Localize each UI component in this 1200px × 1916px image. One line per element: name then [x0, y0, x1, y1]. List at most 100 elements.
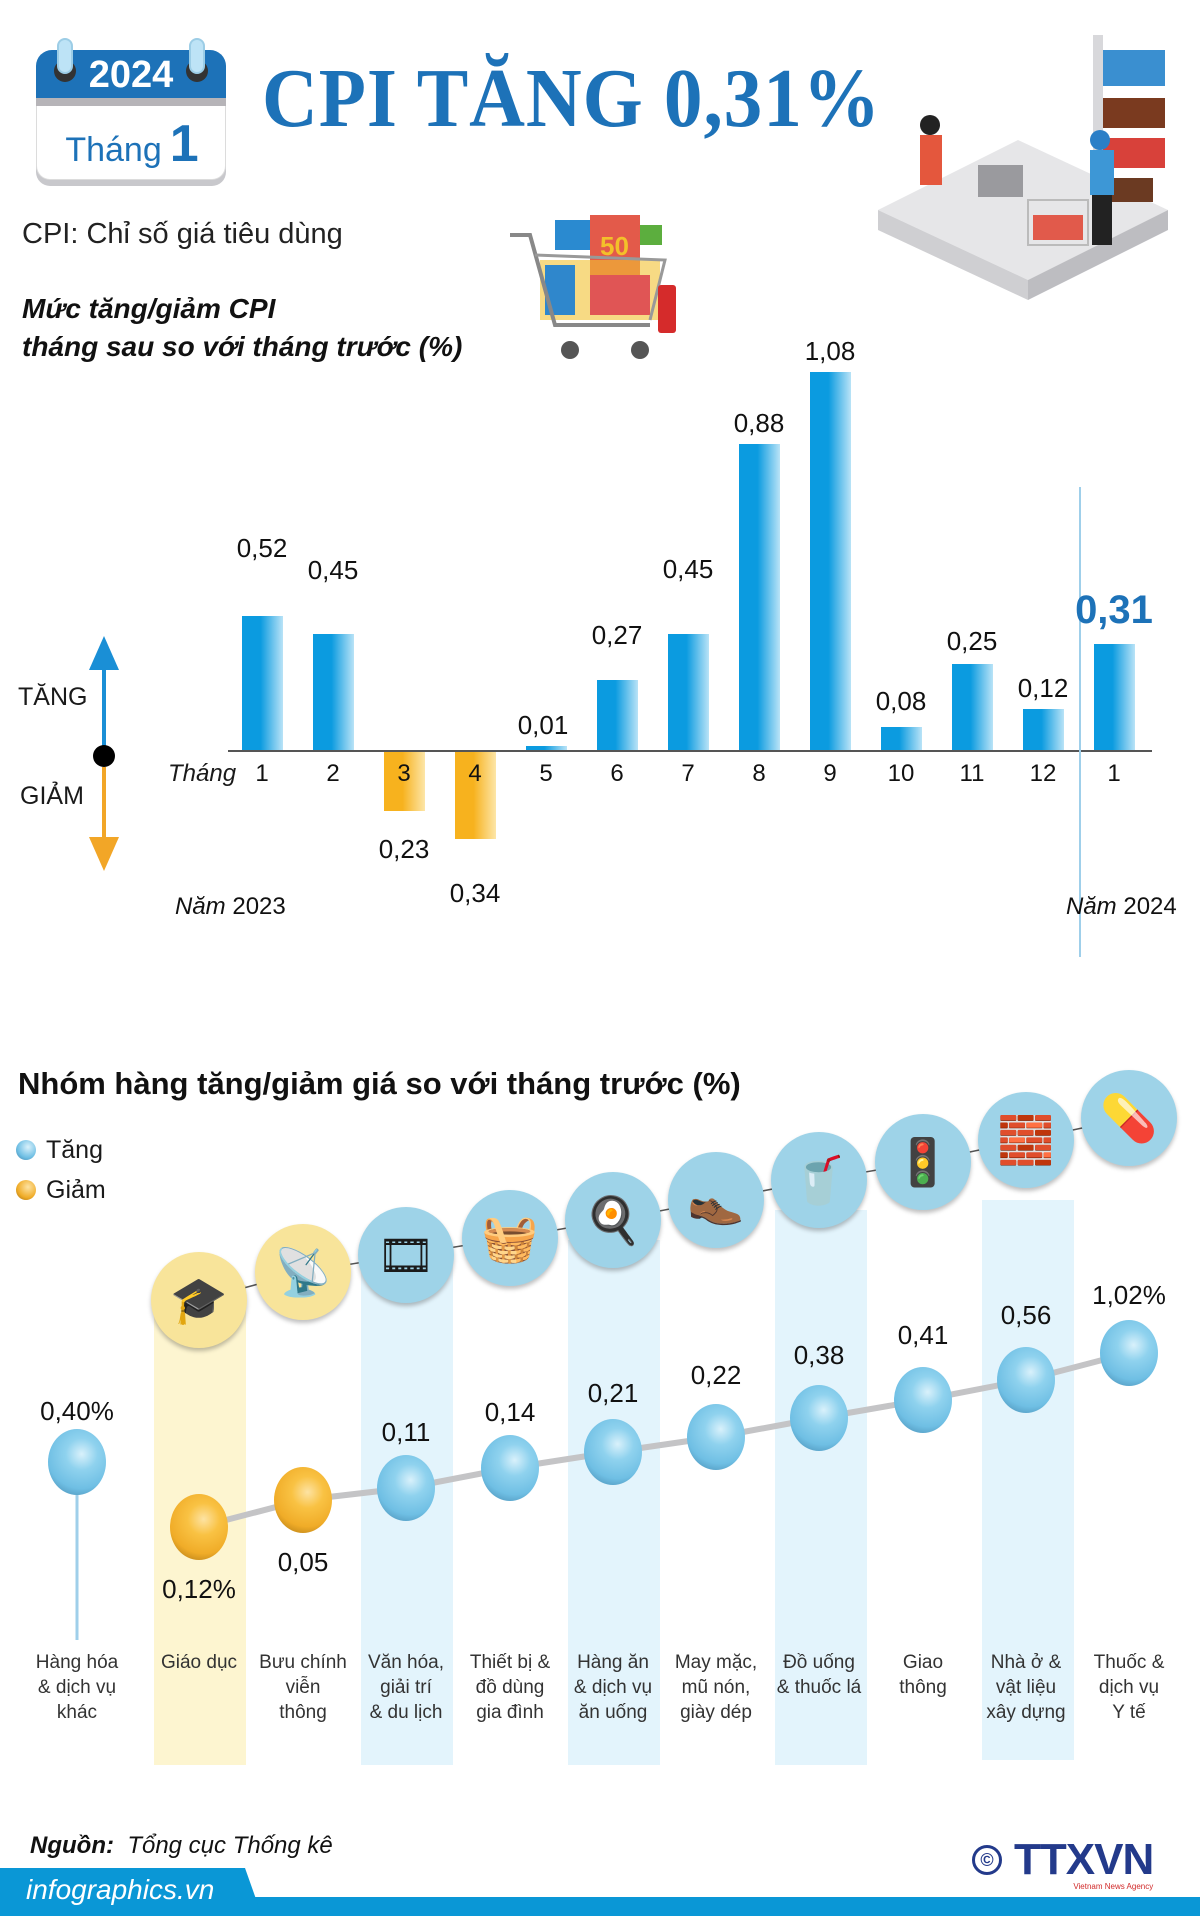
svg-text:50: 50: [600, 231, 629, 261]
month-label: 4: [468, 760, 482, 787]
logo-subtitle: Vietnam News Agency: [1073, 1882, 1154, 1891]
month-axis-prefix: Tháng: [168, 760, 237, 787]
year-2024-label: Năm 2024: [1066, 893, 1177, 921]
group-value: 0,14: [484, 1397, 536, 1427]
footer-tab: [0, 1868, 262, 1916]
washing-machine-icon: 🧺: [462, 1190, 558, 1286]
bar-value: 0,34: [449, 878, 501, 908]
logo-wordmark: TTXVN Vietnam News Agency: [1014, 1838, 1154, 1892]
label-line: dịch vụ: [1098, 1677, 1160, 1698]
bar-chart-title-line1: Mức tăng/giảm CPI: [22, 293, 276, 324]
calendar-band: [36, 98, 226, 106]
sphere-housing: [997, 1347, 1055, 1413]
group-value: 0,41: [897, 1320, 949, 1350]
group-value: 0,05: [277, 1547, 329, 1577]
category-label-other-goods: Hàng hóa & dịch vụ khác: [18, 1650, 136, 1725]
category-label-drinks: Đồ uống & thuốc lá: [760, 1650, 878, 1700]
month-label: 2: [326, 760, 340, 787]
group-value: 0,22: [690, 1360, 742, 1390]
month-label: 12: [1029, 760, 1057, 787]
legend: Tăng Giảm: [16, 1130, 106, 1210]
month-label: 1: [255, 760, 269, 787]
bar-value: 0,27: [591, 620, 643, 650]
calendar-badge: 2024 Tháng 1: [36, 38, 226, 188]
label-line: Giáo dục: [160, 1652, 238, 1673]
bar-value: 1,08: [804, 336, 856, 366]
label-line: vật liệu: [995, 1677, 1057, 1698]
legend-label: Giảm: [46, 1175, 106, 1204]
label-line: Giao: [902, 1652, 944, 1673]
bar-value-highlight: 0,31: [1075, 588, 1153, 632]
month-label: 6: [610, 760, 624, 787]
label-line: xây dựng: [986, 1702, 1066, 1723]
sphere-food: [584, 1419, 642, 1485]
axis-decrease-label: GIẢM: [20, 782, 84, 810]
bar-value: 0,12: [1017, 673, 1069, 703]
clothing-shoes-icon: 👞: [668, 1152, 764, 1248]
category-label-transport: Giao thông: [864, 1650, 982, 1700]
category-label-medicine: Thuốc & dịch vụ Y tế: [1070, 1650, 1188, 1725]
subtitle-cpi-definition: CPI: Chỉ số giá tiêu dùng: [22, 218, 343, 250]
bar-value: 0,25: [946, 626, 998, 656]
category-label-clothing: May mặc, mũ nón, giày dép: [657, 1650, 775, 1725]
legend-decrease-dot-icon: [16, 1180, 36, 1200]
month-label: 8: [752, 760, 766, 787]
legend-increase-dot-icon: [16, 1140, 36, 1160]
label-line: Thuốc &: [1093, 1652, 1165, 1673]
calendar-month-number: 1: [169, 115, 199, 173]
shopping-cart-illustration: 50: [510, 215, 676, 359]
meal-plate-icon: 🍳: [565, 1172, 661, 1268]
bar-value: 0,52: [236, 533, 288, 563]
label-line: mũ nón,: [681, 1677, 751, 1698]
bar-2023-05: [526, 746, 567, 750]
supermarket-checkout-illustration: [878, 35, 1168, 300]
copyright-icon: ©: [972, 1845, 1002, 1875]
film-reel-icon: 🎞: [358, 1207, 454, 1303]
graduation-cap-icon: 🎓: [151, 1252, 247, 1348]
month-label: 10: [887, 760, 915, 787]
month-label: 9: [823, 760, 837, 787]
site-link[interactable]: infographics.vn: [26, 1874, 215, 1905]
arrow-up-icon: [102, 646, 106, 756]
drink-cigarettes-icon: 🥤: [771, 1132, 867, 1228]
group-value: 0,11: [381, 1417, 431, 1447]
bar-value: 0,01: [517, 710, 569, 740]
bricks-helmet-icon: 🧱: [978, 1092, 1074, 1188]
bar-2023-04: [455, 752, 496, 839]
footer-bar: [0, 1897, 1200, 1916]
group-value: 0,21: [587, 1378, 639, 1408]
bar-2023-02: [313, 634, 354, 750]
bar-2023-08: [739, 444, 780, 750]
bar-value: 0,45: [662, 554, 714, 584]
label-line: Y tế: [1112, 1702, 1146, 1723]
bar-2023-06: [597, 680, 638, 750]
month-label: 1: [1107, 760, 1121, 787]
sphere-transport: [894, 1367, 952, 1433]
sphere-medicine: [1100, 1320, 1158, 1386]
sphere-clothing: [687, 1404, 745, 1470]
group-value: 0,40%: [40, 1396, 114, 1426]
calendar-ring-left: [57, 38, 73, 74]
sphere-other-goods: [48, 1429, 106, 1495]
bar-2023-10: [881, 727, 922, 750]
bar-2023-07: [668, 634, 709, 750]
label-line: giải trí: [380, 1677, 432, 1698]
calendar-month: Tháng 1: [37, 114, 227, 174]
category-label-culture: Văn hóa, giải trí & du lịch: [347, 1650, 465, 1725]
category-label-food: Hàng ăn & dịch vụ ăn uống: [554, 1650, 672, 1725]
category-label-housing: Nhà ở & vật liệu xây dựng: [967, 1650, 1085, 1725]
label-line: giày dép: [680, 1702, 752, 1723]
calendar-body: Tháng 1: [36, 106, 226, 180]
bar-2023-01: [242, 616, 283, 750]
ttxvn-logo: © TTXVN Vietnam News Agency: [972, 1838, 1154, 1892]
label-line: May mặc,: [674, 1652, 758, 1673]
month-label: 11: [959, 760, 985, 787]
label-line: gia đình: [476, 1702, 544, 1723]
sphere-telecom: [274, 1467, 332, 1533]
bar-value: 0,23: [378, 834, 430, 864]
label-line: & du lịch: [369, 1702, 443, 1723]
legend-item-increase: Tăng: [16, 1130, 106, 1170]
label-line: & dịch vụ: [573, 1677, 653, 1698]
axis-increase-label: TĂNG: [18, 683, 88, 711]
chart-baseline: [228, 750, 1152, 752]
